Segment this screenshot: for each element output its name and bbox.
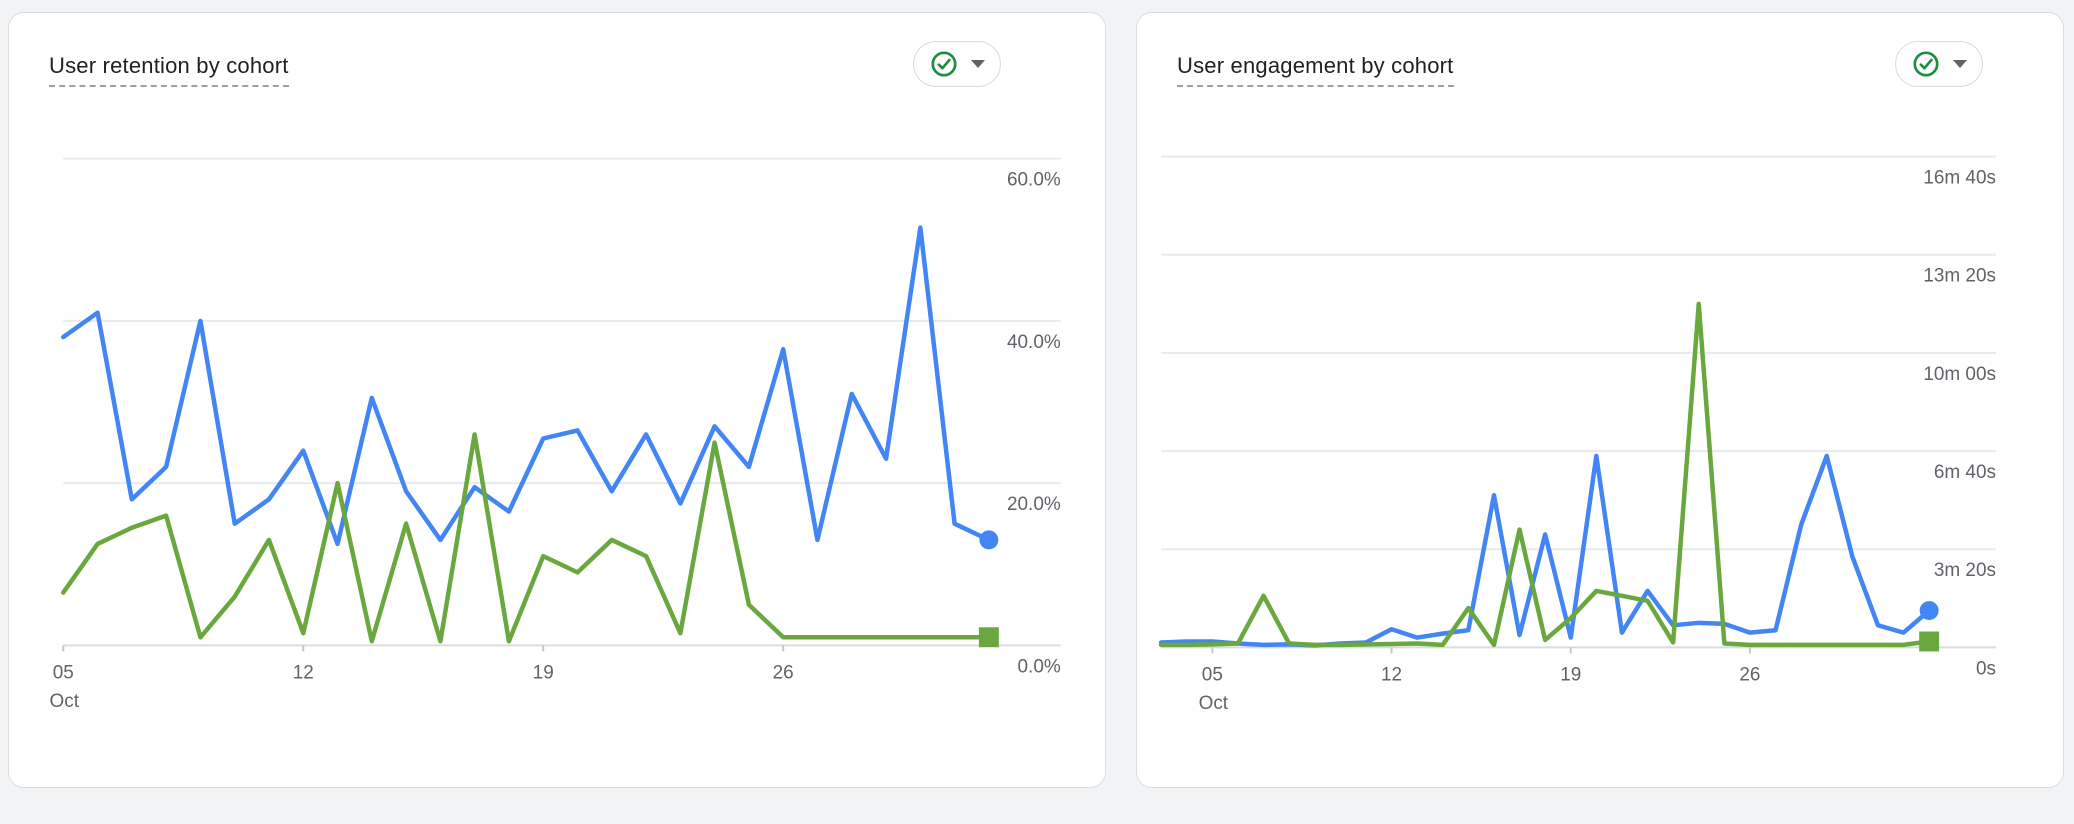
engagement-title-text: User engagement by cohort xyxy=(1177,53,1454,87)
y-tick-label: 60.0% xyxy=(1007,170,1061,191)
retention-data-quality-button[interactable] xyxy=(913,41,1001,87)
x-tick-label: 12 xyxy=(1381,664,1402,685)
y-tick-label: 0.0% xyxy=(1018,656,1061,677)
series-blue-line xyxy=(61,225,992,547)
x-tick-label: 26 xyxy=(773,662,794,683)
x-tick-sublabel: Oct xyxy=(1199,693,1229,714)
y-tick-label: 16m 40s xyxy=(1923,168,1996,189)
y-tick-label: 20.0% xyxy=(1007,494,1061,515)
x-tick-label: 19 xyxy=(533,662,554,683)
engagement-card-title: User engagement by cohort xyxy=(1177,53,1454,87)
series-blue-end-marker[interactable] xyxy=(1919,601,1939,621)
check-circle-icon xyxy=(930,51,957,77)
retention-chart[interactable]: 60.0% 40.0% 20.0% 0.0% 05 Oct 12 19 26 xyxy=(9,13,1105,787)
y-axis-labels: 16m 40s 13m 20s 10m 00s 6m 40s 3m 20s 0s xyxy=(1923,168,1996,680)
series-green-line xyxy=(61,432,992,644)
y-tick-label: 6m 40s xyxy=(1934,462,1996,483)
gridlines xyxy=(1161,155,1996,649)
chevron-down-icon xyxy=(1952,60,1967,68)
x-axis-labels: 05 Oct 12 19 26 xyxy=(50,645,794,712)
x-tick-label: 26 xyxy=(1739,664,1760,685)
check-circle-icon xyxy=(1912,51,1939,77)
y-tick-label: 40.0% xyxy=(1007,332,1061,353)
x-tick-label: 05 xyxy=(1202,664,1223,685)
x-axis-labels: 05 Oct 12 19 26 xyxy=(1199,647,1760,714)
y-tick-label: 13m 20s xyxy=(1923,266,1996,287)
engagement-data-quality-button[interactable] xyxy=(1895,41,1983,87)
retention-card-title: User retention by cohort xyxy=(49,53,289,87)
series-blue-end-marker[interactable] xyxy=(979,530,999,550)
series-green-end-marker[interactable] xyxy=(978,627,999,648)
y-tick-label: 0s xyxy=(1976,658,1996,679)
engagement-card: User engagement by cohort 16m 40s 13m 20s… xyxy=(1136,12,2064,788)
y-axis-labels: 60.0% 40.0% 20.0% 0.0% xyxy=(1007,170,1061,678)
x-tick-sublabel: Oct xyxy=(50,691,80,712)
retention-card: User retention by cohort 60.0% 40.0% 20.0%… xyxy=(8,12,1106,788)
x-tick-label: 12 xyxy=(293,662,314,683)
y-tick-label: 10m 00s xyxy=(1923,364,1996,385)
engagement-chart[interactable]: 16m 40s 13m 20s 10m 00s 6m 40s 3m 20s 0s 05 Oct… xyxy=(1137,13,2063,787)
series-green-line xyxy=(1158,301,1932,648)
x-tick-label: 19 xyxy=(1560,664,1581,685)
retention-title-text: User retention by cohort xyxy=(49,53,289,87)
x-tick-label: 05 xyxy=(53,662,74,683)
chevron-down-icon xyxy=(970,60,985,68)
y-tick-label: 3m 20s xyxy=(1934,560,1996,581)
series-green-end-marker[interactable] xyxy=(1919,631,1940,652)
